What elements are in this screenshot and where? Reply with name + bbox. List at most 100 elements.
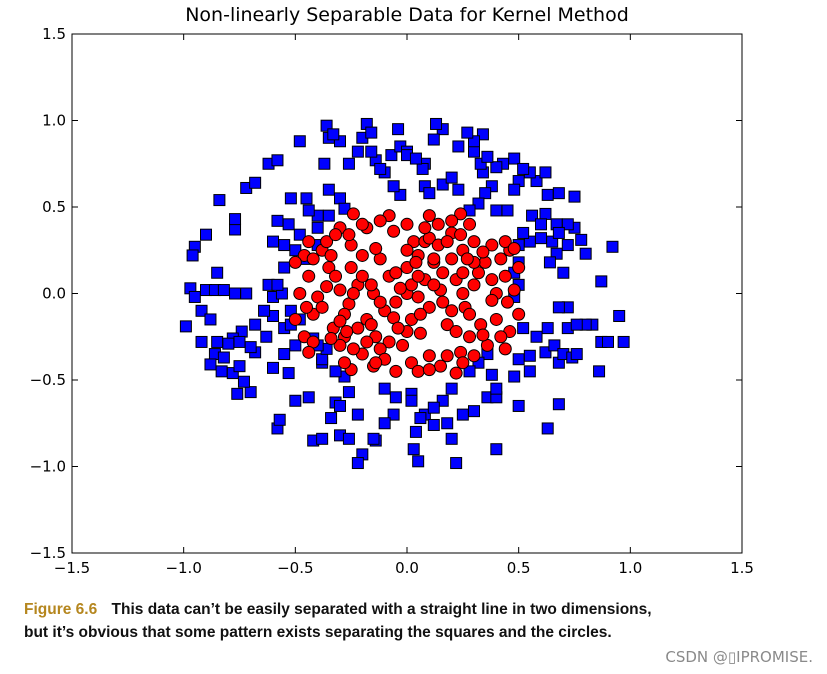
square-point bbox=[365, 126, 378, 139]
square-point bbox=[394, 188, 407, 201]
square-point bbox=[468, 405, 480, 418]
square-point bbox=[258, 304, 271, 317]
square-point bbox=[485, 180, 498, 193]
square-point bbox=[327, 128, 340, 141]
circle-point bbox=[411, 364, 425, 378]
circle-point bbox=[369, 356, 383, 370]
circle-point bbox=[449, 366, 463, 380]
square-point bbox=[244, 386, 257, 399]
square-point bbox=[342, 386, 355, 399]
circle-point bbox=[501, 295, 514, 309]
circle-point bbox=[320, 235, 334, 249]
circle-point bbox=[396, 338, 410, 352]
square-point bbox=[490, 204, 503, 217]
square-point bbox=[229, 287, 242, 300]
square-point bbox=[387, 408, 400, 421]
square-point bbox=[300, 192, 313, 205]
axes: −1.5 −1.0 −0.5 0.0 0.5 1.0 1.5 −1.5 −1.0 −0.5 0.0 0… bbox=[30, 25, 754, 577]
circle-point bbox=[463, 330, 477, 344]
square-point bbox=[530, 175, 543, 188]
square-point bbox=[575, 233, 588, 246]
square-point bbox=[179, 320, 192, 333]
square-point bbox=[561, 239, 574, 252]
x-tick-label: −0.5 bbox=[277, 559, 313, 577]
square-point bbox=[273, 413, 286, 426]
circle-point bbox=[476, 245, 490, 259]
square-point bbox=[490, 161, 503, 174]
square-point bbox=[302, 391, 315, 404]
circle-point bbox=[382, 335, 396, 349]
circle-point bbox=[507, 283, 521, 297]
circle-point bbox=[445, 214, 459, 228]
square-point bbox=[535, 218, 547, 231]
square-point bbox=[552, 301, 565, 314]
x-tick-label: 0.5 bbox=[507, 559, 531, 577]
circle-point bbox=[440, 318, 454, 332]
square-point bbox=[427, 133, 440, 146]
circle-point bbox=[329, 269, 343, 283]
square-point bbox=[293, 228, 306, 241]
circle-point bbox=[393, 281, 407, 295]
chart-title: Non-linearly Separable Data for Kernel M… bbox=[185, 4, 629, 26]
watermark: CSDN @▯IPROMISE. bbox=[665, 648, 813, 666]
square-point bbox=[284, 192, 297, 205]
square-point bbox=[579, 247, 592, 260]
square-point bbox=[508, 183, 521, 196]
circle-point bbox=[404, 356, 418, 370]
square-point bbox=[409, 152, 422, 165]
square-point bbox=[423, 187, 436, 200]
circle-point bbox=[389, 364, 403, 378]
circle-point bbox=[293, 287, 307, 300]
square-point bbox=[329, 365, 342, 378]
square-point bbox=[552, 187, 565, 200]
circle-point bbox=[422, 209, 436, 223]
circle-point bbox=[431, 217, 445, 231]
square-point bbox=[452, 183, 465, 196]
square-point bbox=[613, 309, 626, 322]
circle-point bbox=[288, 255, 302, 269]
circle-point bbox=[456, 287, 470, 300]
square-point bbox=[526, 209, 539, 222]
square-point bbox=[548, 339, 561, 352]
circle-point bbox=[485, 273, 499, 287]
circle-point bbox=[387, 224, 401, 238]
circle-point bbox=[427, 278, 441, 292]
circle-point bbox=[320, 280, 334, 294]
square-point bbox=[461, 126, 474, 139]
square-point bbox=[237, 375, 250, 388]
square-point bbox=[278, 261, 291, 274]
circle-point bbox=[422, 349, 436, 363]
circle-point bbox=[346, 287, 360, 300]
square-point bbox=[523, 349, 536, 362]
square-point bbox=[302, 204, 315, 217]
square-point bbox=[378, 382, 391, 395]
square-point bbox=[541, 322, 554, 335]
square-point bbox=[468, 135, 480, 148]
square-point bbox=[249, 176, 262, 189]
square-point bbox=[485, 368, 498, 381]
circle-point bbox=[467, 235, 481, 249]
circle-point bbox=[427, 252, 441, 266]
square-point bbox=[523, 365, 536, 378]
square-point bbox=[570, 318, 583, 331]
square-point bbox=[293, 135, 306, 148]
square-point bbox=[602, 335, 614, 348]
x-tick-label: 1.5 bbox=[730, 559, 754, 577]
square-point bbox=[472, 197, 485, 210]
caption-text-2: but it’s obvious that some pattern exist… bbox=[24, 624, 612, 641]
circle-point bbox=[413, 326, 427, 340]
y-tick-label: −0.5 bbox=[30, 371, 66, 389]
circle-point bbox=[507, 242, 521, 256]
square-point bbox=[374, 162, 387, 175]
figure-label: Figure 6.6 bbox=[24, 601, 98, 618]
circle-point bbox=[456, 356, 470, 370]
circle-point bbox=[400, 217, 414, 231]
square-point bbox=[204, 358, 217, 371]
circle-point bbox=[389, 266, 403, 280]
circle-point bbox=[400, 243, 414, 257]
square-point bbox=[501, 204, 514, 217]
square-point bbox=[468, 145, 480, 158]
circle-point bbox=[512, 307, 526, 321]
square-point bbox=[436, 394, 449, 407]
square-point bbox=[530, 330, 543, 343]
